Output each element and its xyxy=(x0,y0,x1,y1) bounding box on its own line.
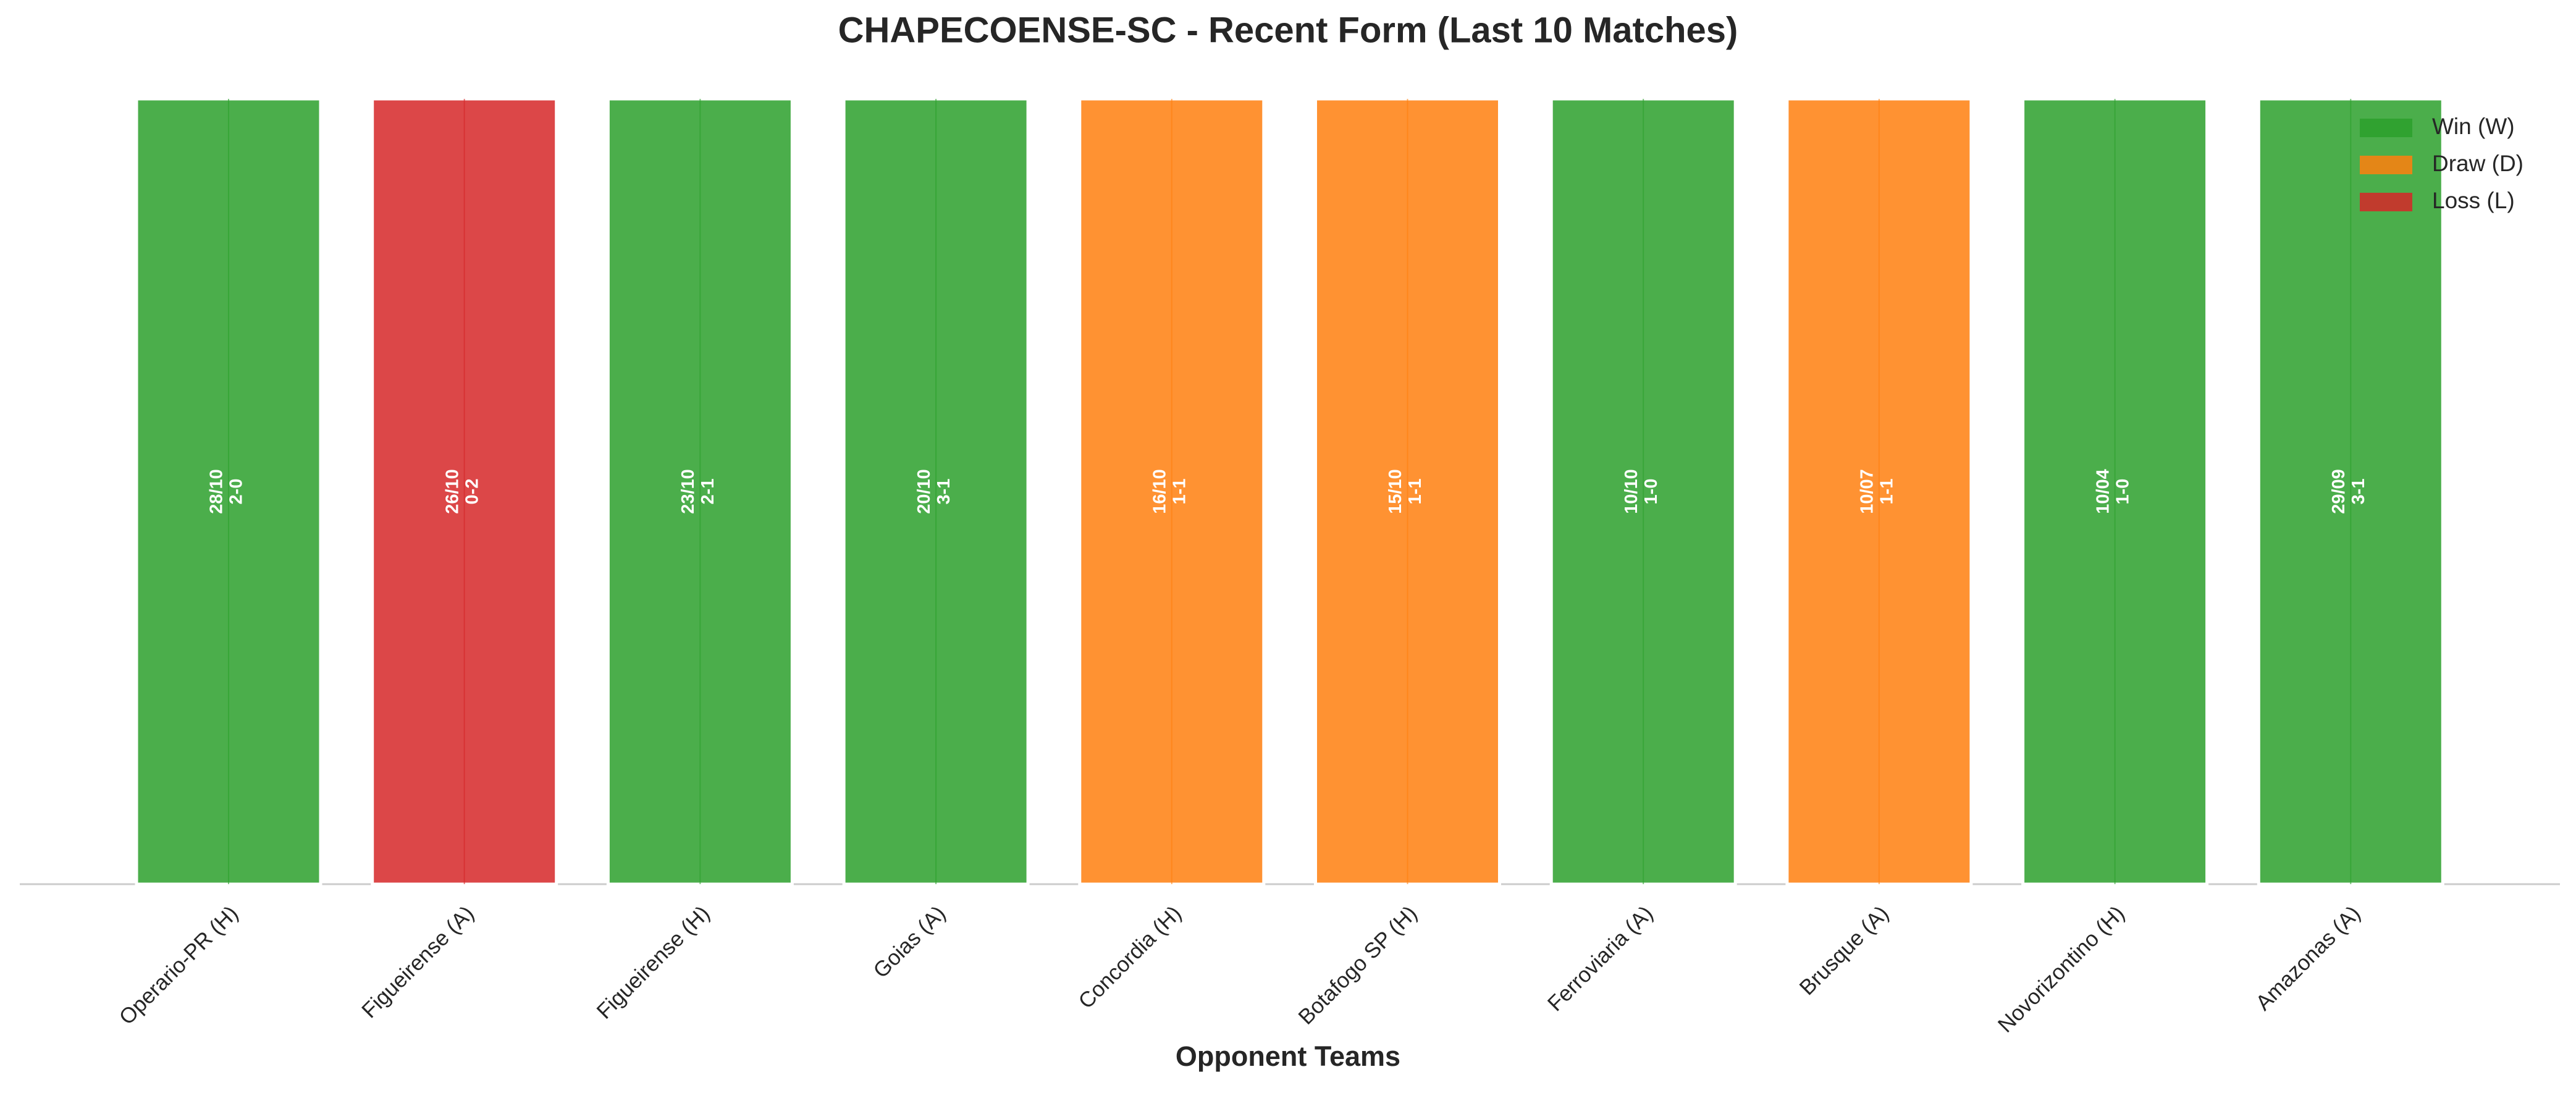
legend-label: Draw (D) xyxy=(2432,151,2523,176)
value-label-date: 26/10 xyxy=(442,469,462,514)
value-label-date: 10/07 xyxy=(1858,469,1877,514)
value-label-score: 1-0 xyxy=(2113,479,2132,505)
value-label-score: 0-2 xyxy=(462,479,482,505)
legend-swatch xyxy=(2360,193,2412,211)
legend-label: Win (W) xyxy=(2432,114,2515,139)
value-label-score: 1-0 xyxy=(1641,479,1661,505)
value-label-date: 10/10 xyxy=(1622,469,1641,514)
x-tick-label: Concordia (H) xyxy=(1074,901,1186,1014)
x-tick-label: Ferroviaria (A) xyxy=(1543,901,1658,1016)
value-label-date: 28/10 xyxy=(207,469,227,514)
legend-swatch xyxy=(2360,119,2412,137)
value-label-date: 29/09 xyxy=(2329,469,2349,514)
legend-swatch xyxy=(2360,156,2412,174)
x-tick-label: Goias (A) xyxy=(869,901,950,983)
value-label-date: 20/10 xyxy=(914,469,934,514)
value-label-date: 23/10 xyxy=(678,469,698,514)
x-tick-label: Botafogo SP (H) xyxy=(1294,901,1421,1029)
chart-title: CHAPECOENSE-SC - Recent Form (Last 10 Ma… xyxy=(838,10,1738,50)
value-label-score: 3-1 xyxy=(934,479,954,505)
value-label-score: 1-1 xyxy=(1877,479,1897,505)
value-label-score: 2-0 xyxy=(227,479,246,505)
value-label-score: 3-1 xyxy=(2349,479,2368,505)
x-tick-label: Brusque (A) xyxy=(1795,901,1893,1000)
x-tick-label: Operario-PR (H) xyxy=(114,901,243,1030)
value-label-date: 16/10 xyxy=(1150,469,1169,514)
value-label-date: 10/04 xyxy=(2093,469,2113,514)
value-label-score: 1-1 xyxy=(1169,479,1189,505)
value-label-date: 15/10 xyxy=(1386,469,1405,514)
x-tick-label: Figueirense (H) xyxy=(592,901,714,1024)
x-tick-label: Figueirense (A) xyxy=(357,901,479,1023)
x-tick-label: Novorizontino (H) xyxy=(1993,901,2129,1037)
legend-label: Loss (L) xyxy=(2432,188,2515,213)
x-tick-label: Amazonas (A) xyxy=(2251,901,2365,1015)
x-axis-label: Opponent Teams xyxy=(1176,1040,1400,1072)
value-label-score: 1-1 xyxy=(1405,479,1425,505)
value-label-score: 2-1 xyxy=(698,479,718,505)
